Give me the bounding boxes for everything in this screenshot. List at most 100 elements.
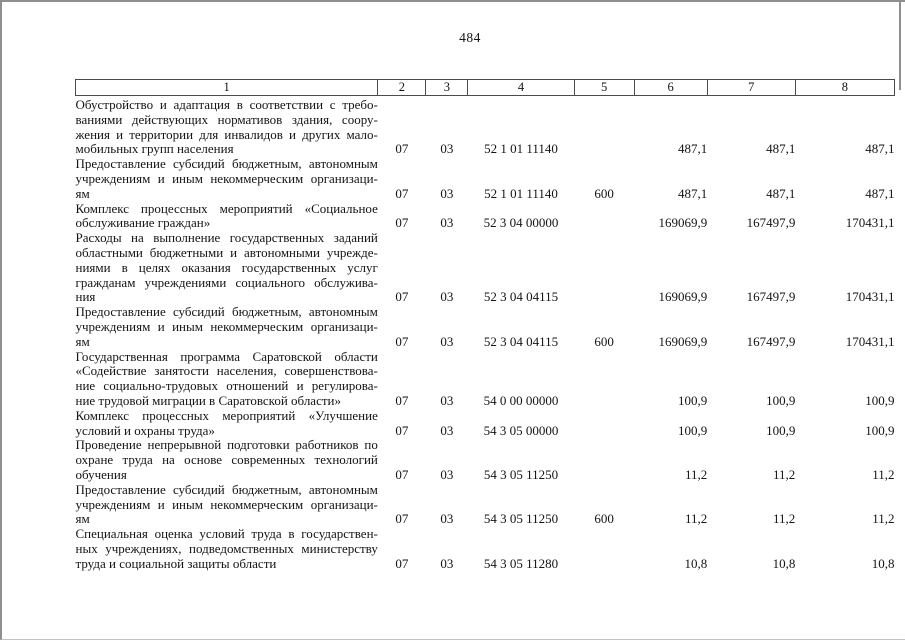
section-code-cell: 07 — [395, 185, 409, 201]
name-line: ям — [75, 185, 90, 201]
section-code-cell: 07 — [395, 392, 409, 408]
subsection-code-cell: 03 — [440, 511, 454, 527]
name-line: ваниями действующих нормативов здания, с… — [75, 111, 378, 127]
subsection-code-cell: 03 — [440, 392, 454, 408]
table-row: Обустройство и адаптация в соответствии … — [76, 96, 895, 158]
amount-col7-cell: 100,9 — [766, 392, 796, 408]
name-cell: Предоставление субсидий бюджетным, автон… — [75, 304, 378, 349]
name-cell: Проведение непрерывной подготовки работн… — [76, 438, 378, 482]
page-number: 484 — [459, 30, 481, 45]
name-line: охране труда на основе современных техно… — [75, 452, 378, 468]
target-article-cell: 52 3 04 04115 — [483, 289, 559, 305]
amount-col8-cell: 100,9 — [865, 422, 895, 438]
amount-col6-cell: 100,9 — [677, 422, 708, 438]
amount-col6-cell: 169069,9 — [658, 289, 708, 305]
amount-col7-cell: 11,2 — [773, 466, 796, 482]
table-row: Государственная программа Саратовской об… — [75, 348, 895, 409]
expense-type-cell: 600 — [594, 333, 614, 349]
amount-col7-cell: 167497,9 — [746, 289, 796, 305]
section-code-cell: 07 — [395, 555, 409, 571]
name-line: жения и территории для инвалидов и други… — [75, 126, 378, 142]
amount-col8-cell: 11,2 — [872, 511, 895, 527]
column-header-4: 4 — [467, 79, 575, 96]
name-line: Обустройство и адаптация в соответствии … — [75, 97, 378, 112]
name-line: ние трудовой миграции в Саратовской обла… — [75, 392, 341, 408]
name-line: Комплекс процессных мероприятий «Социаль… — [75, 200, 378, 216]
amount-col8-cell: 10,8 — [871, 555, 895, 571]
amount-col6-cell: 487,1 — [677, 141, 708, 157]
name-line: ных учреждениях, подведомственных минист… — [75, 540, 378, 556]
name-line: ниями в целях оказания государственных у… — [75, 259, 378, 275]
amount-col7-cell: 487,1 — [766, 185, 796, 201]
subsection-code-cell: 03 — [440, 185, 454, 201]
name-cell: Расходы на выполнение государственных за… — [75, 230, 378, 305]
amount-col6-cell: 169069,9 — [658, 333, 708, 349]
subsection-code-cell: 03 — [440, 141, 454, 157]
subsection-code-cell: 03 — [440, 466, 454, 482]
column-header-3: 3 — [425, 79, 469, 96]
amount-col6-cell: 487,1 — [677, 185, 708, 201]
subsection-code-cell: 03 — [440, 289, 454, 305]
section-code-cell: 07 — [395, 141, 409, 157]
name-line: Предоставление субсидий бюджетным, автон… — [75, 304, 378, 320]
table-header-row: 1 2 3 4 5 6 7 8 — [74, 79, 896, 96]
table-row: Проведение непрерывной подготовки работн… — [76, 438, 895, 482]
name-line: Государственная программа Саратовской об… — [75, 348, 378, 364]
name-line: ние социально-трудовых отношений и регул… — [75, 378, 378, 394]
amount-col7-cell: 10,8 — [772, 555, 796, 571]
table-row: Комплекс процессных мероприятий «Улучшен… — [75, 407, 895, 439]
name-line: «Содействие занятости населения, соверше… — [75, 363, 378, 379]
name-cell: Государственная программа Саратовской об… — [75, 348, 378, 409]
target-article-cell: 52 1 01 11140 — [484, 185, 558, 201]
column-header-5: 5 — [573, 79, 635, 96]
name-cell: Специальная оценка условий труда в госуд… — [75, 526, 378, 571]
name-line: ния — [75, 289, 96, 305]
name-line: мобильных групп населения — [75, 141, 234, 157]
expense-type-cell: 600 — [594, 185, 614, 201]
target-article-cell: 54 3 05 11280 — [483, 555, 559, 571]
name-line: Проведение непрерывной подготовки работн… — [75, 437, 378, 453]
amount-col6-cell: 11,2 — [684, 466, 708, 482]
section-code-cell: 07 — [395, 422, 409, 438]
name-line: учреждениям и иным некоммерческим органи… — [75, 496, 378, 512]
name-line: учреждениям и иным некоммерческим органи… — [75, 318, 378, 334]
expense-type-cell — [574, 202, 634, 232]
expense-type-cell — [574, 409, 634, 439]
amount-col6-cell: 100,9 — [677, 392, 708, 408]
name-line: Комплекс процессных мероприятий «Улучшен… — [75, 407, 378, 423]
amount-col8-cell: 100,9 — [865, 392, 895, 408]
amount-col8-cell: 170431,1 — [845, 215, 895, 231]
amount-col8-cell: 487,1 — [865, 185, 895, 201]
name-line: ям — [75, 333, 90, 349]
section-code-cell: 07 — [395, 466, 409, 482]
target-article-cell: 52 3 04 04115 — [483, 333, 559, 349]
name-line: Специальная оценка условий труда в госуд… — [75, 526, 378, 542]
amount-col8-cell: 487,1 — [865, 141, 895, 157]
name-line: ям — [75, 511, 90, 527]
name-line: условий и охраны труда» — [75, 422, 215, 438]
table-row: Комплекс процессных мероприятий «Социаль… — [75, 200, 895, 232]
name-line: учреждениям и иным некоммерческим органи… — [75, 170, 378, 186]
name-cell: Предоставление субсидий бюджетным, автон… — [75, 482, 378, 527]
target-article-cell: 52 3 04 00000 — [483, 215, 559, 231]
column-header-6: 6 — [633, 79, 708, 96]
name-line: труда и социальной защиты области — [75, 555, 277, 571]
column-header-1: 1 — [74, 79, 379, 96]
amount-col7-cell: 167497,9 — [746, 215, 796, 231]
subsection-code-cell: 03 — [440, 333, 454, 349]
name-line: Предоставление субсидий бюджетным, автон… — [75, 156, 378, 172]
amount-col7-cell: 487,1 — [766, 141, 796, 157]
target-article-cell: 54 0 00 00000 — [483, 392, 559, 408]
name-cell: Обустройство и адаптация в соответствии … — [76, 96, 378, 158]
budget-table: 1 2 3 4 5 6 7 8 Обустройство и адаптация… — [74, 79, 896, 572]
name-line: Расходы на выполнение государственных за… — [75, 230, 378, 246]
target-article-cell: 54 3 05 00000 — [483, 422, 559, 438]
name-line: гражданам учреждениями социального обслу… — [75, 274, 378, 290]
amount-col6-cell: 10,8 — [684, 555, 708, 571]
name-line: обучения — [75, 466, 127, 482]
table-row: Предоставление субсидий бюджетным, автон… — [75, 482, 895, 527]
scan-edge-artifact — [899, 2, 901, 90]
subsection-code-cell: 03 — [440, 422, 454, 438]
column-header-8: 8 — [794, 79, 896, 96]
